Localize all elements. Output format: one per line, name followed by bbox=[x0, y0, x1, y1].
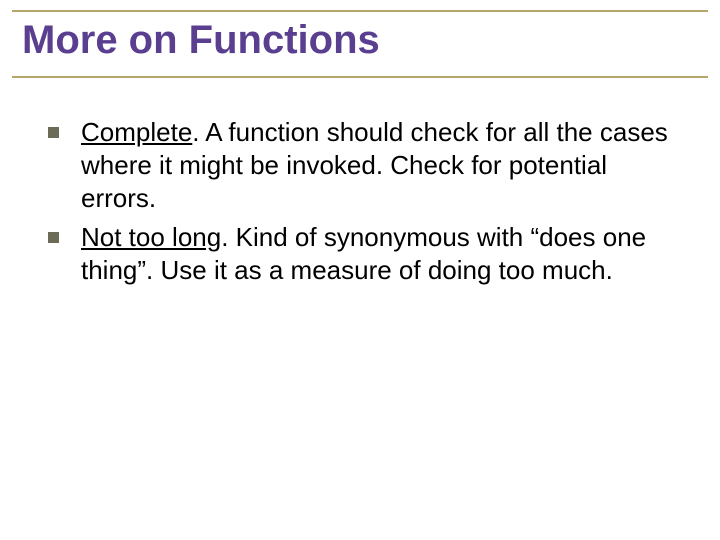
slide-body: Complete. A function should check for al… bbox=[48, 116, 680, 293]
title-rule-bottom bbox=[12, 76, 708, 78]
square-bullet-icon bbox=[48, 232, 59, 243]
list-item: Complete. A function should check for al… bbox=[48, 116, 680, 215]
list-item: Not too long. Kind of synonymous with “d… bbox=[48, 221, 680, 287]
list-item-lead: Not too long bbox=[81, 222, 221, 252]
slide: More on Functions Complete. A function s… bbox=[0, 0, 720, 540]
title-rule-top bbox=[12, 10, 708, 12]
list-item-text: Complete. A function should check for al… bbox=[81, 116, 680, 215]
square-bullet-icon bbox=[48, 127, 59, 138]
list-item-text: Not too long. Kind of synonymous with “d… bbox=[81, 221, 680, 287]
slide-title: More on Functions bbox=[22, 18, 380, 63]
list-item-lead: Complete bbox=[81, 117, 192, 147]
